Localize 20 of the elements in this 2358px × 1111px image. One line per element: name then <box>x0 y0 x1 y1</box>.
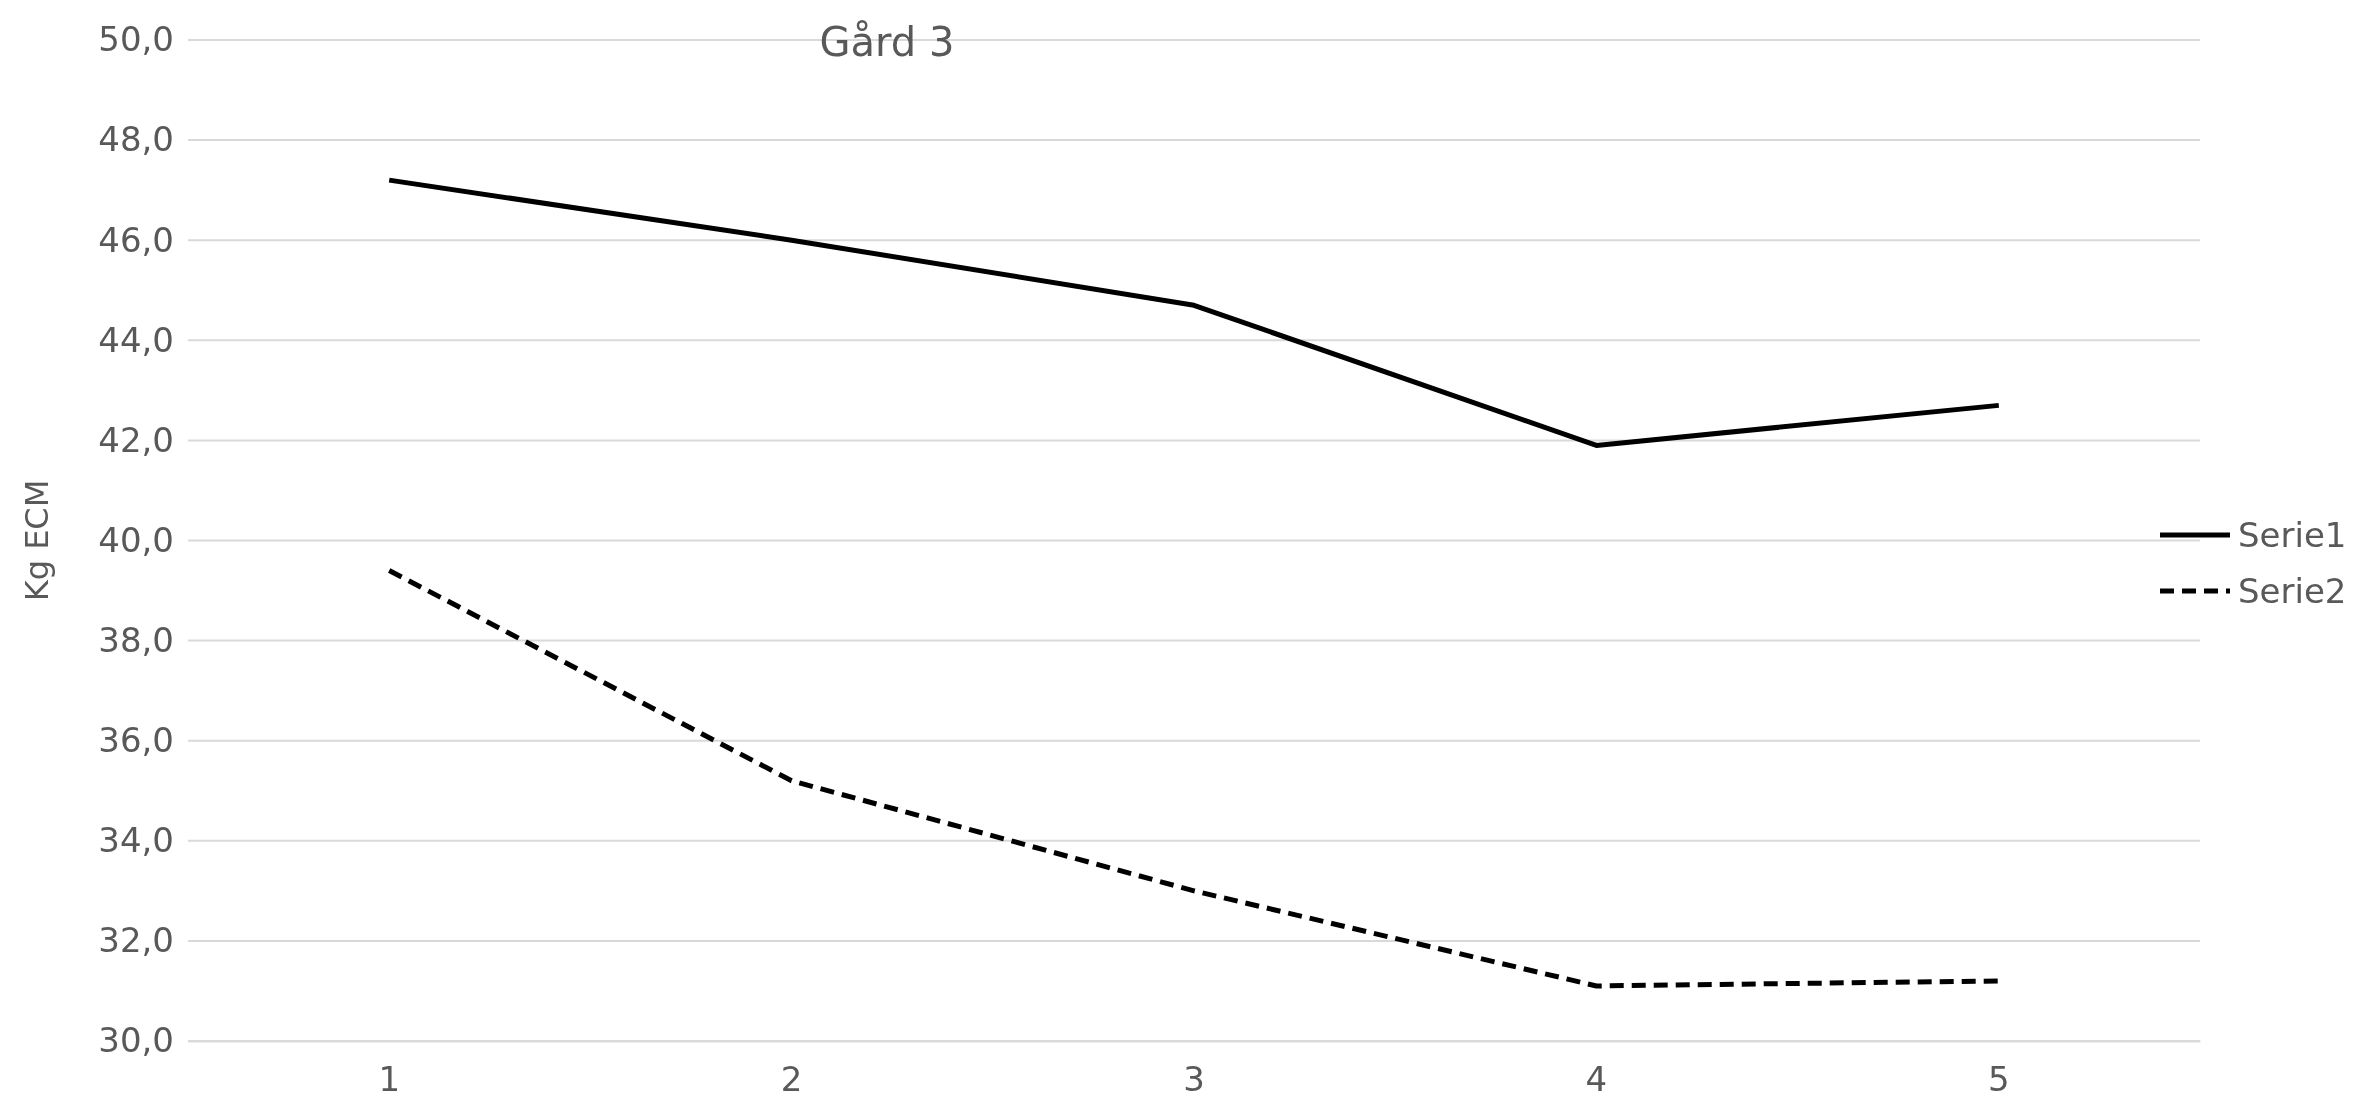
legend-label: Serie1 <box>2238 515 2347 555</box>
x-tick-label: 3 <box>1183 1059 1205 1100</box>
y-tick-label: 30,0 <box>98 1020 174 1061</box>
y-tick-label: 46,0 <box>98 219 174 260</box>
y-axis-title: Kg ECM <box>18 479 56 602</box>
chart-title: Gård 3 <box>819 19 955 65</box>
y-tick-label: 42,0 <box>98 419 174 460</box>
y-tick-label: 40,0 <box>98 519 174 560</box>
x-tick-label: 5 <box>1987 1059 2010 1100</box>
y-tick-label: 34,0 <box>98 820 174 861</box>
x-tick-label: 4 <box>1585 1059 1608 1100</box>
x-tick-label: 1 <box>378 1059 401 1100</box>
legend-label: Serie2 <box>2238 571 2347 611</box>
y-tick-label: 32,0 <box>98 920 174 961</box>
y-tick-label: 48,0 <box>98 119 174 160</box>
y-tick-label: 38,0 <box>98 619 174 660</box>
x-tick-label: 2 <box>780 1059 803 1100</box>
y-tick-label: 36,0 <box>98 720 174 761</box>
y-tick-label: 44,0 <box>98 319 174 360</box>
y-tick-label: 50,0 <box>98 19 174 60</box>
